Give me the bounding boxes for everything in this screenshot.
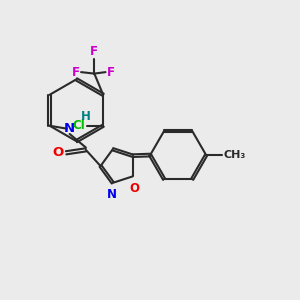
Text: F: F [107, 66, 115, 79]
Text: N: N [64, 122, 75, 135]
Text: H: H [81, 110, 91, 123]
Text: F: F [90, 45, 98, 58]
Text: CH₃: CH₃ [224, 150, 246, 160]
Text: O: O [52, 146, 63, 159]
Text: Cl: Cl [73, 119, 85, 132]
Text: O: O [129, 182, 139, 195]
Text: F: F [72, 66, 80, 79]
Text: N: N [107, 188, 117, 201]
